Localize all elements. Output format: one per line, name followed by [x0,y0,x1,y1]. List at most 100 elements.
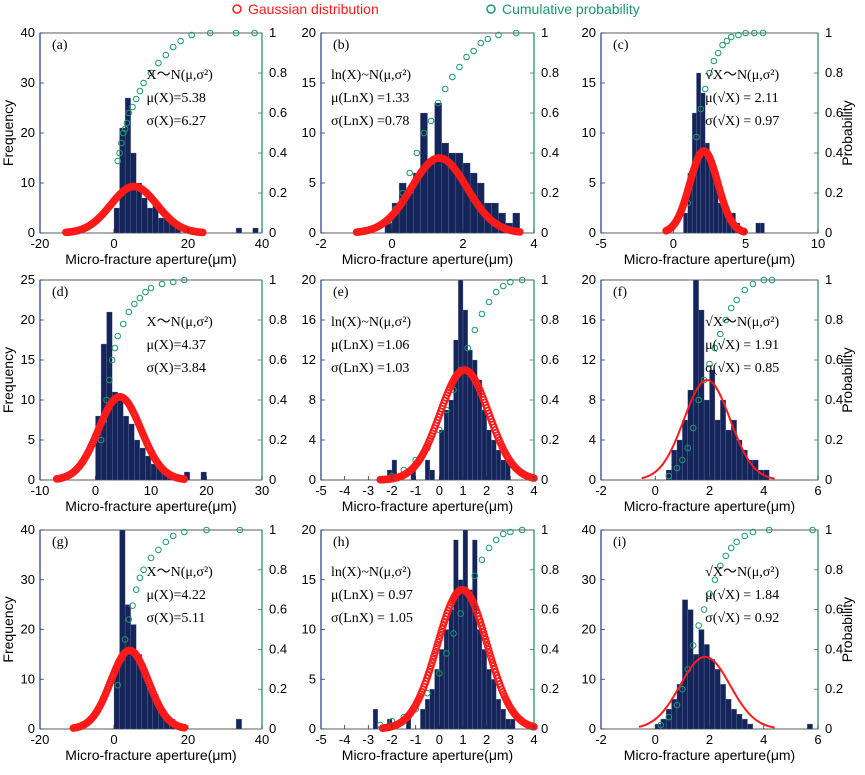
histogram-bar [481,409,487,481]
cumulative-point [140,79,147,87]
cumulative-point [155,546,162,554]
probability-tick-label: 0.4 [269,641,287,656]
cumulative-point [711,344,719,352]
panel-label: (d) [52,285,69,300]
histogram-bar [481,649,487,730]
cumulative-point [499,282,507,290]
gaussian-point [485,648,494,657]
y-tick-label: 0 [309,225,316,240]
y-tick-label: 12 [302,352,316,367]
histogram-bar [130,624,137,730]
probability-tick-label: 1 [825,522,832,537]
probability-tick-label: 1 [269,25,276,40]
cumulative-point [727,33,735,41]
stat-line: σ(X)=5.11 [147,611,206,626]
histogram-bar [124,604,131,730]
gaussian-point [483,642,492,650]
cumulative-point [733,538,740,546]
x-tick-label: 4 [530,483,537,498]
histogram-bar [448,609,454,730]
stat-line: σ(√X) = 0.97 [705,114,779,129]
cumulative-point [492,288,500,296]
gaussian-curve [638,655,775,729]
stat-line: μ(√X) = 1.84 [705,588,779,603]
panel-label: (b) [333,38,350,53]
cumulative-point [456,63,463,71]
cumulative-point [181,528,188,536]
y-tick-label: 10 [21,175,35,190]
gaussian-point [429,655,437,664]
histogram-bar [759,222,765,234]
cumulative-point [733,296,740,304]
histogram-bar [427,162,435,234]
cumulative-point [717,330,724,338]
y-tick-label: 0 [589,721,596,736]
x-tick-label: -5 [315,483,327,498]
x-tick-label: -4 [339,483,351,498]
stat-line: √X～N(μ,σ²) [705,315,779,330]
histogram-bar [443,409,449,481]
histogram-bar [139,447,146,481]
histogram-bar [683,212,688,234]
x-tick-label: 5 [742,236,749,251]
cumulative-point [484,35,492,43]
cumulative-point [689,424,697,432]
x-tick-label: -2 [386,732,398,747]
cumulative-point [719,41,726,49]
cumulative-point [232,29,240,37]
y-tick-label: 20 [21,622,35,637]
histogram-bar [434,102,442,234]
y-tick-label: 0 [589,225,596,240]
probability-tick-label: 0.2 [541,681,559,696]
histogram-bar [725,429,732,481]
histogram-bar [117,399,124,481]
y-tick-label: 0 [309,472,316,487]
cumulative-legend-label: Cumulative probability [502,1,640,17]
cumulative-point [434,99,442,107]
histogram-bar [755,222,761,234]
gaussian-point [481,635,490,643]
histogram-bar [235,718,242,730]
cumulative-point [470,47,477,55]
cumulative-point [706,360,713,368]
histogram-bar [500,459,506,481]
stat-line: σ(√X) = 0.85 [705,361,779,376]
cumulative-point [181,276,188,284]
probability-tick-label: 0.6 [269,352,287,367]
gaussian-point [515,228,524,236]
x-axis-title: Micro-fracture aperture(μm) [65,498,236,514]
histogram-bar [486,669,492,730]
stat-line: μ(X)=5.38 [147,91,206,106]
histogram-bar [720,684,726,730]
gaussian-point [477,621,486,630]
histogram-bar [424,699,431,730]
x-tick-label: 0 [652,732,659,747]
x-tick-label: 0 [110,236,117,251]
histogram-bar [134,439,141,481]
cumulative-point [507,278,514,286]
cumulative-point [147,284,155,292]
probability-tick-label: 0 [541,721,548,736]
probability-tick-label: 0 [825,225,832,240]
gaussian-legend-label: Gaussian distribution [248,1,379,17]
gaussian-point [199,228,207,237]
probability-tick-label: 0.4 [825,145,843,160]
cumulative-point [449,73,456,81]
cumulative-point [147,69,155,77]
probability-tick-label: 0.6 [269,602,287,617]
cumulative-point [665,713,673,721]
y-tick-label: 20 [302,522,316,537]
panel-i: -2 0 2 4 601020304000.20.40.60.81(i)√X～N(μ,σ… [582,522,855,763]
cumulative-point [119,320,127,328]
cumulative-point [518,526,526,534]
x-tick-label: -10 [31,483,50,498]
probability-tick-label: 0 [825,721,832,736]
panel-label: (f) [613,285,627,300]
histogram-bar [141,197,148,234]
probability-tick-label: 0.4 [541,641,559,656]
histogram-bar [420,708,426,730]
probability-tick-label: 0.6 [825,105,843,120]
cumulative-point [203,526,210,534]
cumulative-point [684,444,692,452]
gaussian-point [478,625,487,633]
